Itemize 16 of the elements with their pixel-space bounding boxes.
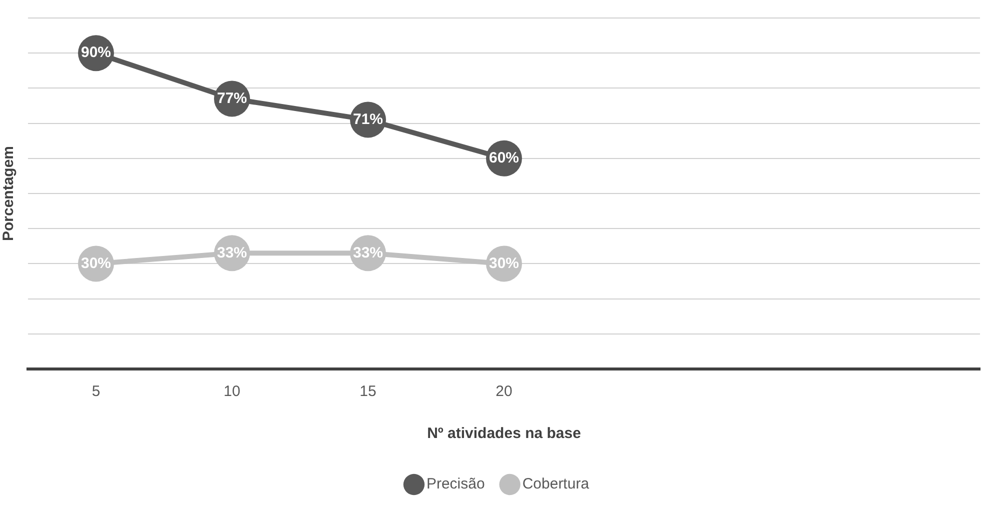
data-label: 30%	[488, 254, 520, 272]
x-tick-label: 5	[92, 383, 100, 400]
y-axis-title: Porcentagem	[0, 146, 18, 242]
data-label: 77%	[216, 90, 248, 107]
data-label: 71%	[352, 110, 384, 128]
x-tick-label: 20	[496, 383, 512, 400]
legend-label: Precisão	[426, 476, 485, 493]
legend-label: Cobertura	[522, 476, 590, 493]
data-label: 33%	[216, 244, 248, 262]
data-label: 33%	[352, 244, 384, 262]
x-tick-label: 10	[224, 383, 240, 400]
x-tick-label: 15	[360, 383, 376, 400]
x-axis-title: Nº atividades na base	[427, 425, 581, 442]
data-label: 30%	[80, 254, 112, 272]
data-label: 60%	[488, 150, 520, 167]
data-label: 90%	[80, 44, 112, 62]
